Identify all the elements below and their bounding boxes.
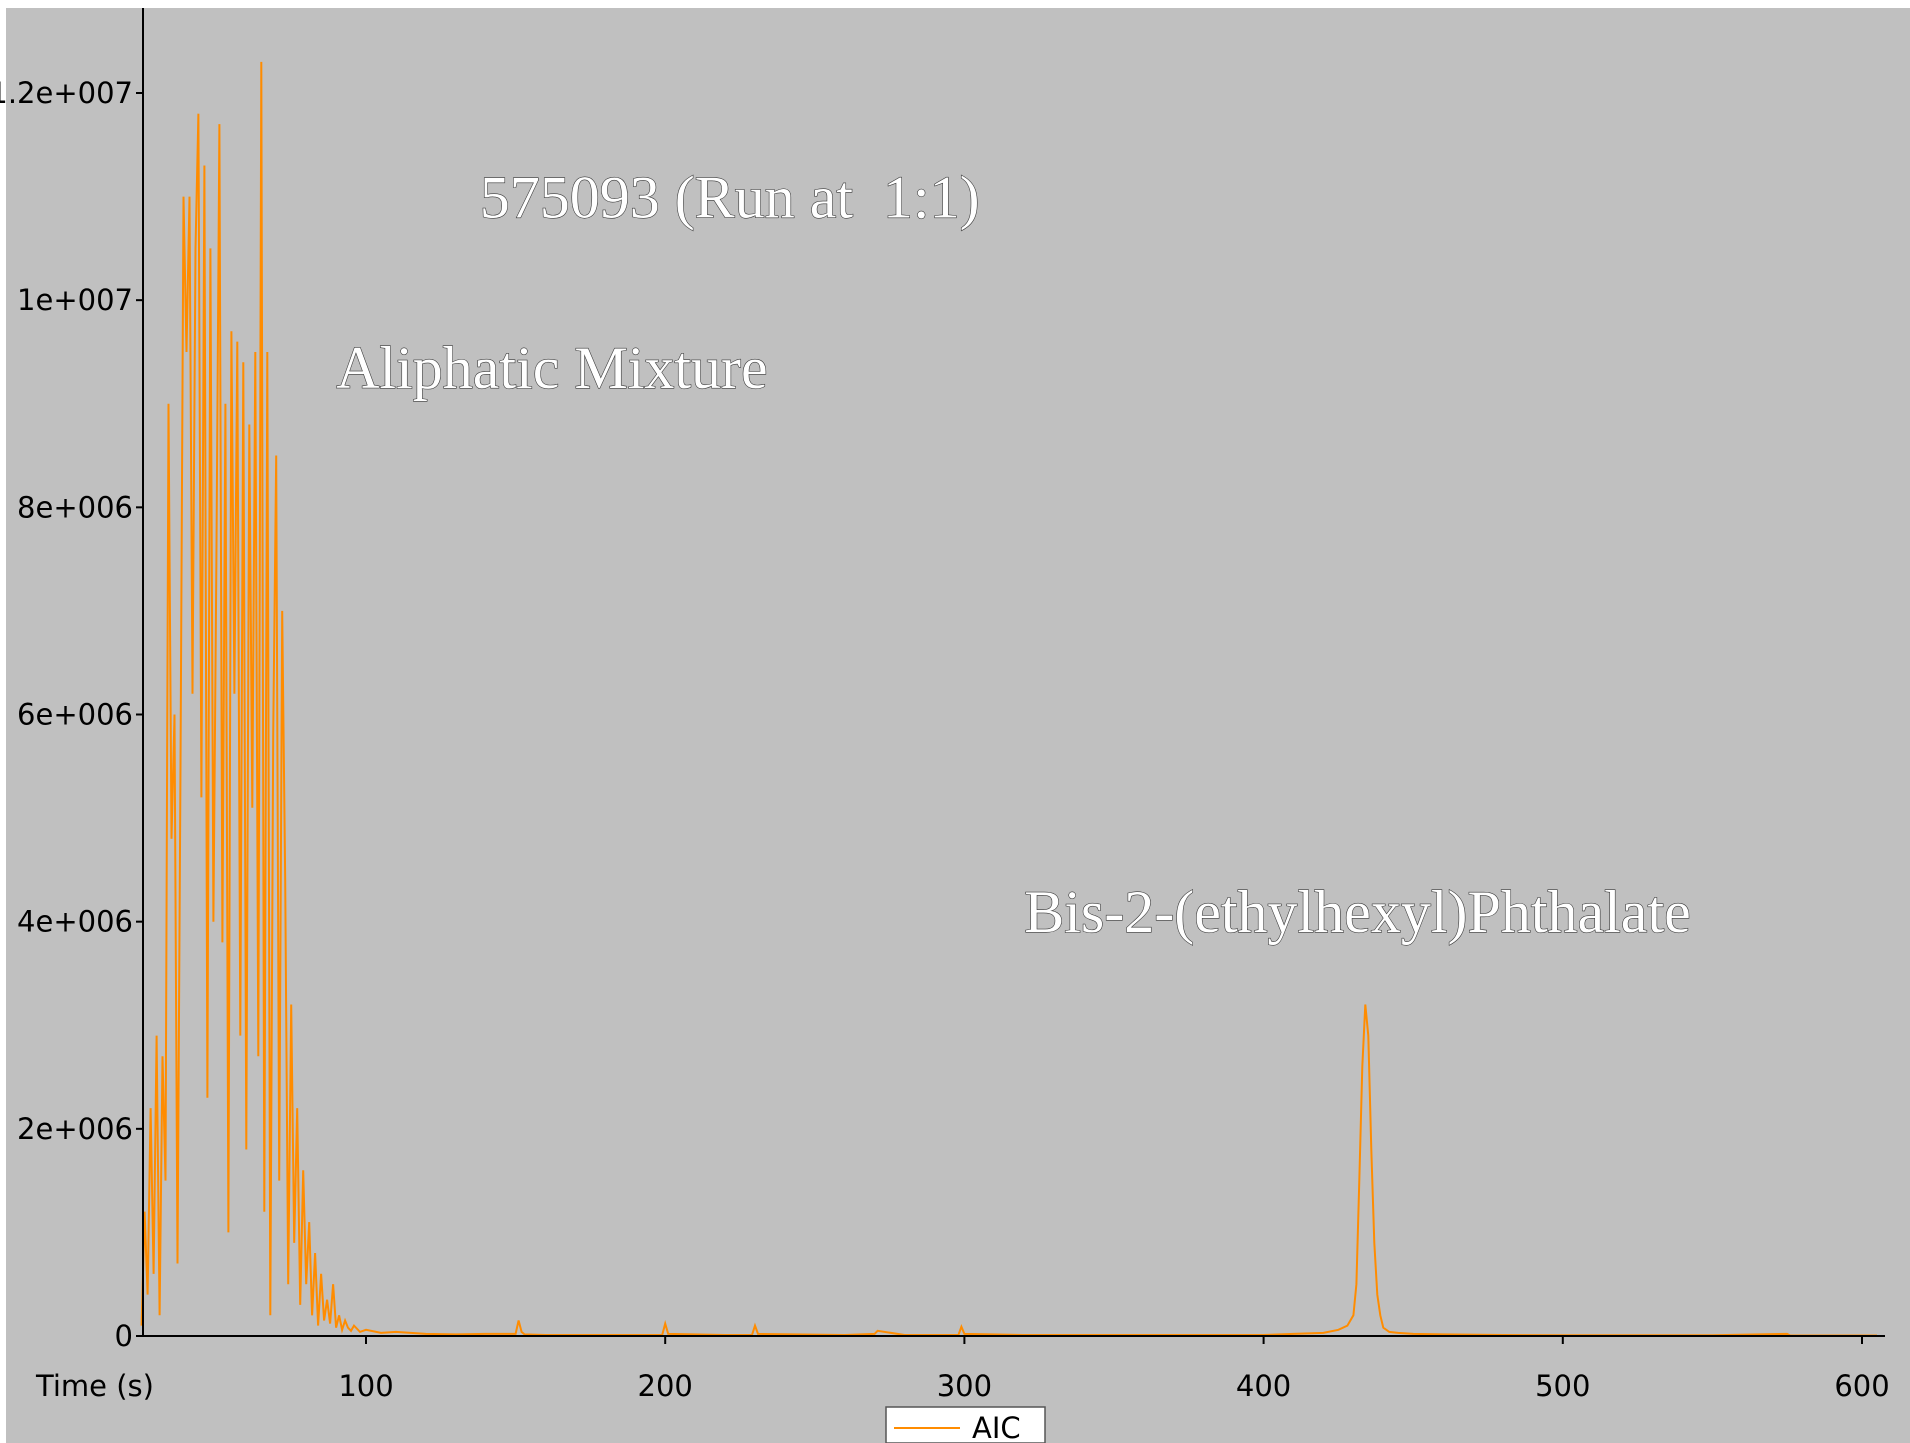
x-tick-label: 400 (1236, 1369, 1291, 1403)
legend: AIC (885, 1406, 1046, 1443)
x-tick-label: 200 (638, 1369, 693, 1403)
x-tick-label: 600 (1834, 1369, 1889, 1403)
annotation-label: Bis-2-(ethylhexyl)Phthalate (1024, 879, 1691, 945)
y-tick-label: 6e+006 (17, 698, 133, 732)
x-tick-label: 300 (937, 1369, 992, 1403)
plot-background (6, 8, 1910, 1443)
annotation-label: 575093 (Run at 1:1) (480, 164, 980, 230)
y-tick-label: 1e+007 (17, 283, 133, 317)
y-axis-ticks: 0 2e+006 4e+006 6e+006 8e+006 1e+007 1.2e+007 (0, 76, 143, 1353)
y-tick-label: 1.2e+007 (0, 76, 133, 110)
x-axis-title: Time (s) (35, 1369, 154, 1403)
x-tick-label: 500 (1535, 1369, 1590, 1403)
series-layer (140, 61, 1877, 1337)
legend-box (885, 1406, 1046, 1443)
series-line-aic (140, 61, 1877, 1337)
x-tick-label: 100 (338, 1369, 393, 1403)
legend-label-aic: AIC (972, 1411, 1021, 1443)
annotations: 575093 (Run at 1:1) Aliphatic Mixture Bis-… (335, 164, 1691, 946)
x-axis-ticks: 100 200 300 400 500 600 (338, 1336, 1890, 1403)
y-tick-label: 0 (115, 1319, 133, 1353)
y-tick-label: 8e+006 (17, 490, 133, 524)
y-tick-label: 4e+006 (17, 905, 133, 939)
annotation-label: Aliphatic Mixture (336, 335, 768, 401)
y-tick-label: 2e+006 (17, 1112, 133, 1146)
